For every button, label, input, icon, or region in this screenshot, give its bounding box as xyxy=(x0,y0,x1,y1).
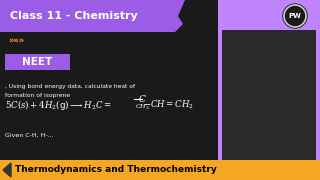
Text: Thermodynamics and Thermochemistry: Thermodynamics and Thermochemistry xyxy=(15,165,217,174)
Text: , Using bond energy data, calculate heat of: , Using bond energy data, calculate heat… xyxy=(5,84,135,89)
Text: formation of isoprene: formation of isoprene xyxy=(5,93,70,98)
Text: Given C-H, H-...: Given C-H, H-... xyxy=(5,132,54,138)
FancyBboxPatch shape xyxy=(222,30,316,160)
Circle shape xyxy=(285,6,305,26)
Polygon shape xyxy=(0,0,185,32)
FancyBboxPatch shape xyxy=(5,54,70,70)
FancyBboxPatch shape xyxy=(0,0,175,32)
Text: $5C(s) + 4H_2($g$) \longrightarrow H_2C = $: $5C(s) + 4H_2($g$) \longrightarrow H_2C … xyxy=(5,98,112,112)
Text: NEET: NEET xyxy=(22,57,52,67)
Text: »»»: »»» xyxy=(8,37,24,46)
Text: PW: PW xyxy=(289,13,301,19)
FancyBboxPatch shape xyxy=(218,0,320,180)
FancyBboxPatch shape xyxy=(0,160,320,180)
Polygon shape xyxy=(3,163,11,177)
Text: $\underset{CH_3}{C}$: $\underset{CH_3}{C}$ xyxy=(135,94,150,112)
Text: $- CH = CH_2$: $- CH = CH_2$ xyxy=(143,99,194,111)
Text: Class 11 - Chemistry: Class 11 - Chemistry xyxy=(10,11,138,21)
Circle shape xyxy=(283,4,307,28)
